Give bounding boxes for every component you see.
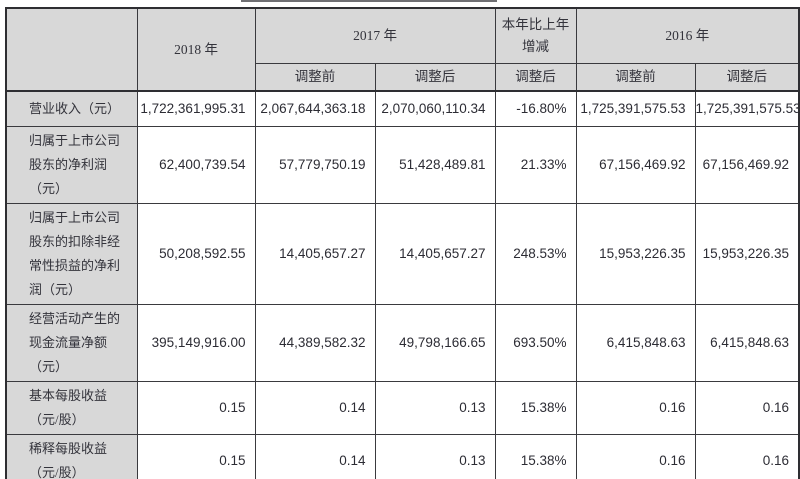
cell-2016-before: 0.16 [575,380,696,435]
header-2018: 2018 年 [136,7,256,92]
row-label: 稀释每股收益（元/股） [5,433,138,479]
row-label: 经营活动产生的现金流量净额（元） [5,303,138,382]
header-yoy-change: 本年比上年增减 [494,7,577,64]
row-label: 营业收入（元） [5,90,138,127]
cell-2016-after: 0.16 [694,380,800,435]
cell-2017-before: 2,067,644,363.18 [254,90,376,127]
cell-change: 693.50% [494,303,577,382]
cell-2018: 395,149,916.00 [136,303,256,382]
cell-2018: 0.15 [136,380,256,435]
cell-2017-before: 0.14 [254,380,376,435]
cell-change: -16.80% [494,90,577,127]
table-row-operating-revenue: 营业收入（元） 1,722,361,995.31 2,067,644,363.1… [5,90,800,127]
cell-2017-after: 49,798,166.65 [374,303,496,382]
cell-2017-before: 44,389,582.32 [254,303,376,382]
cell-2017-before: 0.14 [254,433,376,479]
cell-change: 21.33% [494,125,577,204]
cropped-row-remnant-line [241,0,497,2]
cell-change: 248.53% [494,202,577,305]
header-2016: 2016 年 [575,7,800,64]
cell-2018: 62,400,739.54 [136,125,256,204]
subheader-2016-after-adjustment: 调整后 [694,62,800,92]
cell-2017-after: 51,428,489.81 [374,125,496,204]
header-2017: 2017 年 [254,7,496,64]
table-row-operating-cash-flow: 经营活动产生的现金流量净额（元） 395,149,916.00 44,389,5… [5,303,800,382]
subheader-2017-before-adjustment: 调整前 [254,62,376,92]
cell-2018: 50,208,592.55 [136,202,256,305]
cell-2016-before: 67,156,469.92 [575,125,696,204]
table-row-net-profit-excl-nonrecurring: 归属于上市公司股东的扣除非经常性损益的净利润（元） 50,208,592.55 … [5,202,800,305]
table-row-basic-eps: 基本每股收益（元/股） 0.15 0.14 0.13 15.38% 0.16 0… [5,380,800,435]
cell-2017-after: 2,070,060,110.34 [374,90,496,127]
cell-2018: 1,722,361,995.31 [136,90,256,127]
cell-2016-after: 0.16 [694,433,800,479]
cell-2017-before: 14,405,657.27 [254,202,376,305]
cell-2017-after: 14,405,657.27 [374,202,496,305]
cell-2016-before: 1,725,391,575.53 [575,90,696,127]
cell-2017-before: 57,779,750.19 [254,125,376,204]
cell-change: 15.38% [494,380,577,435]
table-row-diluted-eps: 稀释每股收益（元/股） 0.15 0.14 0.13 15.38% 0.16 0… [5,433,800,479]
cell-2016-after: 15,953,226.35 [694,202,800,305]
financial-summary-table: 2018 年 2017 年 本年比上年增减 2016 年 调整前 调整后 调整后… [5,7,800,479]
subheader-change-after-adjustment: 调整后 [494,62,577,92]
cell-2016-after: 1,725,391,575.53 [694,90,800,127]
header-row-years: 2018 年 2017 年 本年比上年增减 2016 年 [5,7,800,92]
cell-2018: 0.15 [136,433,256,479]
cell-2017-after: 0.13 [374,380,496,435]
row-label: 归属于上市公司股东的净利润（元） [5,125,138,204]
cell-change: 15.38% [494,433,577,479]
cell-2016-after: 67,156,469.92 [694,125,800,204]
cell-2017-after: 0.13 [374,433,496,479]
cell-2016-after: 6,415,848.63 [694,303,800,382]
row-label: 归属于上市公司股东的扣除非经常性损益的净利润（元） [5,202,138,305]
row-label: 基本每股收益（元/股） [5,380,138,435]
cell-2016-before: 6,415,848.63 [575,303,696,382]
header-blank-cell [5,7,138,92]
cell-2016-before: 15,953,226.35 [575,202,696,305]
table-row-net-profit: 归属于上市公司股东的净利润（元） 62,400,739.54 57,779,75… [5,125,800,204]
subheader-2017-after-adjustment: 调整后 [374,62,496,92]
header-row-adjustments: 调整前 调整后 调整后 调整前 调整后 [6,62,800,92]
cell-2016-before: 0.16 [575,433,696,479]
subheader-2016-before-adjustment: 调整前 [575,62,696,92]
